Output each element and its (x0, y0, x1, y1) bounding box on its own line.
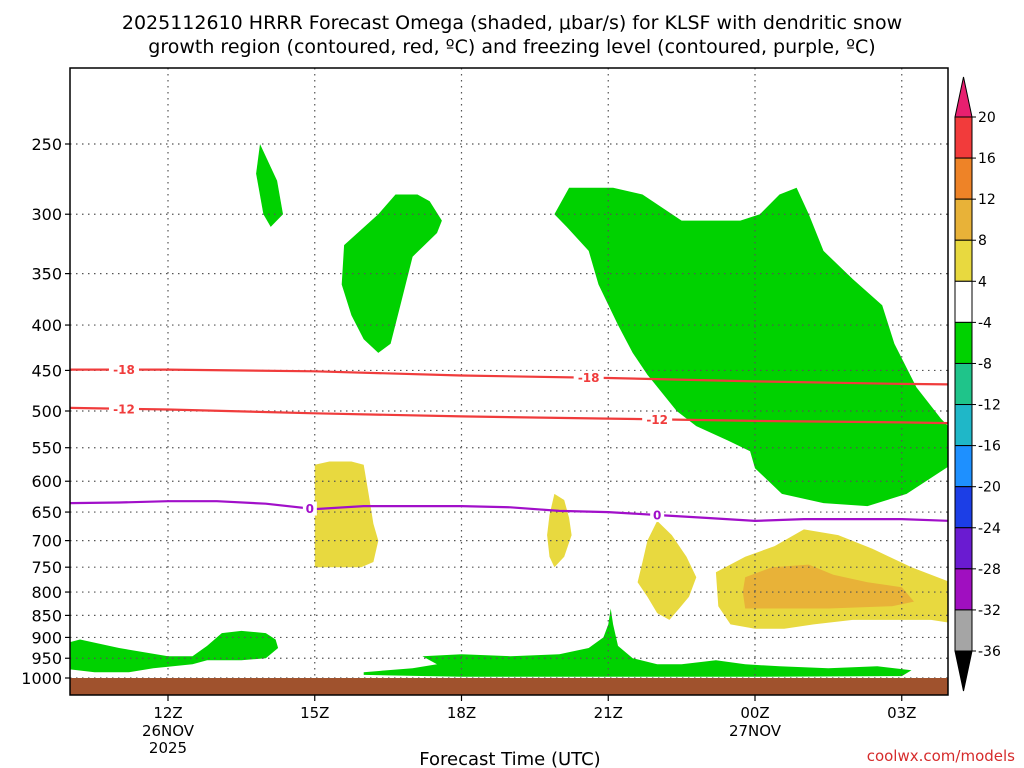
ytick-label-600: 600 (31, 472, 62, 491)
temp_-12-line (70, 406, 948, 425)
omega-shading-layer (70, 144, 948, 677)
colorbar-segment-1 (954, 157, 973, 200)
temp_-12-label-0: -12 (113, 402, 135, 416)
ytick-label-300: 300 (31, 205, 62, 224)
freezing_0C-label-0: 0 (306, 502, 314, 516)
ytick-label-950: 950 (31, 649, 62, 668)
ytick-label-750: 750 (31, 558, 62, 577)
colorbar-label-11: -28 (978, 562, 1001, 578)
colorbar-label-4: 4 (978, 274, 987, 290)
xtick-label-18Z: 18Z (447, 704, 476, 722)
ytick-label-700: 700 (31, 532, 62, 551)
ytick-label-500: 500 (31, 402, 62, 421)
ytick-label-850: 850 (31, 606, 62, 625)
colorbar-segment-0 (954, 116, 973, 159)
ytick-label-350: 350 (31, 265, 62, 284)
colorbar-segment-11 (954, 568, 973, 611)
omega_-4_region_e (363, 608, 912, 677)
colorbar-label-13: -36 (978, 644, 1001, 660)
omega_4_region_b (547, 493, 572, 568)
omega_-4_region_c (554, 187, 948, 507)
xtick-sublabel-00Z-0: 27NOV (729, 722, 782, 740)
colorbar-segment-8 (954, 445, 973, 488)
colorbar-segment-12 (954, 609, 973, 652)
chart-title-line1: 2025112610 HRRR Forecast Omega (shaded, … (122, 12, 902, 34)
temp_-18-label-bg-0 (108, 362, 139, 377)
omega_4_region_a (314, 461, 379, 568)
freezing_0C-label-bg-0 (302, 501, 317, 516)
axis-layer: 250 300 350 400 450 500 550 600 650 700 750 800 850 9… (21, 67, 949, 757)
colorbar-segment-3 (954, 239, 973, 282)
xtick-label-12Z: 12Z (153, 704, 182, 722)
temp_-18-label-bg-1 (573, 370, 604, 385)
temp_-12-label-bg-0 (108, 401, 139, 416)
temp_-12-label-bg-1 (642, 412, 673, 427)
ytick-label-250: 250 (31, 135, 62, 154)
colorbar-segment-2 (954, 198, 973, 241)
colorbar-segment-9 (954, 486, 973, 529)
ytick-label-1000: 1000 (21, 669, 62, 688)
temp_-18-label-0: -18 (113, 363, 135, 377)
colorbar-label-1: 16 (978, 151, 996, 167)
colorbar: 20 16 12 8 4 -4 -8 -12 -16 -20 -24 -28 -32 -36 (954, 76, 1001, 692)
freezing_0C-label-bg-1 (650, 508, 665, 523)
colorbar-label-12: -32 (978, 603, 1001, 619)
ytick-label-650: 650 (31, 503, 62, 522)
colorbar-segment-10 (954, 527, 973, 570)
colorbar-label-9: -20 (978, 480, 1001, 496)
omega_8_region (742, 564, 914, 609)
freezing_0C-label-1: 0 (653, 509, 661, 523)
plot-border (69, 67, 949, 696)
ytick-label-400: 400 (31, 316, 62, 335)
ytick-label-550: 550 (31, 439, 62, 458)
xtick-label-03Z: 03Z (887, 704, 916, 722)
ytick-label-450: 450 (31, 361, 62, 380)
contour-layer: -18 -18 -12 -12 0 0 (70, 362, 948, 523)
omega_-4_region_a (256, 144, 283, 227)
grid-layer (70, 68, 948, 695)
chart-title-line2: growth region (contoured, red, ºC) and f… (148, 36, 875, 58)
omega_4_region_c (637, 520, 697, 620)
x-axis-label: Forecast Time (UTC) (419, 749, 600, 768)
colorbar-segment-6 (954, 362, 973, 406)
ground-strip (70, 678, 948, 695)
temp_-12-label-1: -12 (646, 413, 668, 427)
colorbar-label-0: 20 (978, 110, 996, 126)
xtick-sublabel-12Z-1: 2025 (149, 739, 187, 757)
xtick-label-15Z: 15Z (300, 704, 329, 722)
colorbar-label-6: -8 (978, 356, 992, 372)
xtick-label-00Z: 00Z (740, 704, 769, 722)
omega_-4_region_d (70, 630, 279, 673)
ytick-label-900: 900 (31, 628, 62, 647)
colorbar-label-10: -24 (978, 521, 1001, 537)
temp_-18-label-1: -18 (578, 371, 600, 385)
colorbar-label-7: -12 (978, 398, 1001, 414)
colorbar-top-triangle (954, 76, 973, 118)
colorbar-bottom-triangle (954, 650, 973, 692)
colorbar-segment-7 (954, 404, 973, 447)
credit-text: coolwx.com/models (867, 747, 1015, 765)
colorbar-label-8: -16 (978, 439, 1001, 455)
omega_-4_region_b (341, 194, 442, 353)
freezing_0C-line (70, 500, 948, 523)
colorbar-segment-4 (954, 280, 973, 323)
xtick-label-21Z: 21Z (594, 704, 623, 722)
colorbar-label-3: 8 (978, 233, 987, 249)
colorbar-label-2: 12 (978, 192, 996, 208)
ground-layer (70, 678, 948, 695)
colorbar-segment-5 (954, 321, 973, 364)
colorbar-label-5: -4 (978, 315, 992, 331)
xtick-sublabel-12Z-0: 26NOV (142, 722, 195, 740)
temp_-18-line (70, 368, 948, 386)
ytick-label-800: 800 (31, 583, 62, 602)
